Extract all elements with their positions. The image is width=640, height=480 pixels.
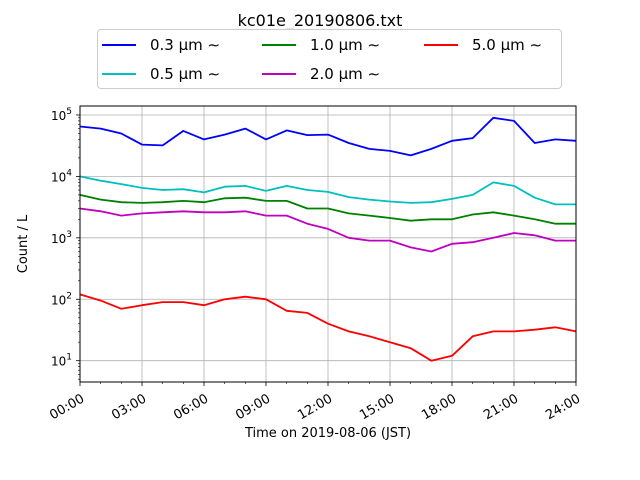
series-line-0-5-m [79,175,576,206]
legend-label-2-0um: 2.0 μm ∼ [310,65,381,83]
legend-label-1-0um: 1.0 μm ∼ [310,36,381,54]
legend-label-5-0um: 5.0 μm ∼ [472,36,543,54]
series-line-5-0-m [79,293,577,362]
x-tick-label: 18:00 [419,391,459,423]
legend-swatch-0-3um [102,44,136,46]
legend-item-2-0um: 2.0 μm ∼ [262,62,380,86]
x-axis-label: Time on 2019-08-06 (JST) [244,426,411,441]
x-tick-label: 06:00 [171,391,211,423]
y-tick-label: 101 [51,353,72,369]
x-tick-label: 03:00 [109,391,149,423]
legend-label-0-3um: 0.3 μm ∼ [150,36,221,54]
series-line-2-0-m [79,207,576,253]
series-layer [79,116,577,362]
x-tick-label: 21:00 [481,391,521,423]
legend-swatch-1-0um [262,44,296,46]
legend-swatch-2-0um [262,73,296,75]
legend-item-0-3um: 0.3 μm ∼ [102,33,220,57]
y-axis: 101 102 103 104 105 [51,107,80,380]
legend-swatch-0-5um [102,73,136,75]
y-axis-label: Count / L [16,214,31,273]
grid-layer [79,106,577,382]
legend-item-5-0um: 5.0 μm ∼ [424,33,542,57]
chart-title: kc01e_20190806.txt [237,11,403,30]
x-tick-label: 15:00 [357,391,397,423]
y-tick-label: 102 [51,291,72,307]
series-line-1-0-m [79,194,576,225]
legend-label-0-5um: 0.5 μm ∼ [150,65,221,83]
y-tick-label: 103 [51,230,72,246]
x-axis: 00:00 03:00 06:00 09:00 12:00 15:00 18:00 21:00… [47,382,583,423]
x-tick-label: 00:00 [47,391,87,423]
x-tick-label: 24:00 [543,391,583,423]
legend-item-1-0um: 1.0 μm ∼ [262,33,380,57]
y-tick-label: 105 [51,107,72,123]
series-line-0-3-m [79,116,577,157]
x-tick-label: 12:00 [295,391,335,423]
x-tick-label: 09:00 [233,391,273,423]
legend: 0.3 μm ∼ 1.0 μm ∼ 5.0 μm ∼ 0.5 μm ∼ 2.0 … [97,29,562,89]
legend-item-0-5um: 0.5 μm ∼ [102,62,220,86]
y-tick-label: 104 [51,168,72,184]
legend-swatch-5-0um [424,44,458,46]
